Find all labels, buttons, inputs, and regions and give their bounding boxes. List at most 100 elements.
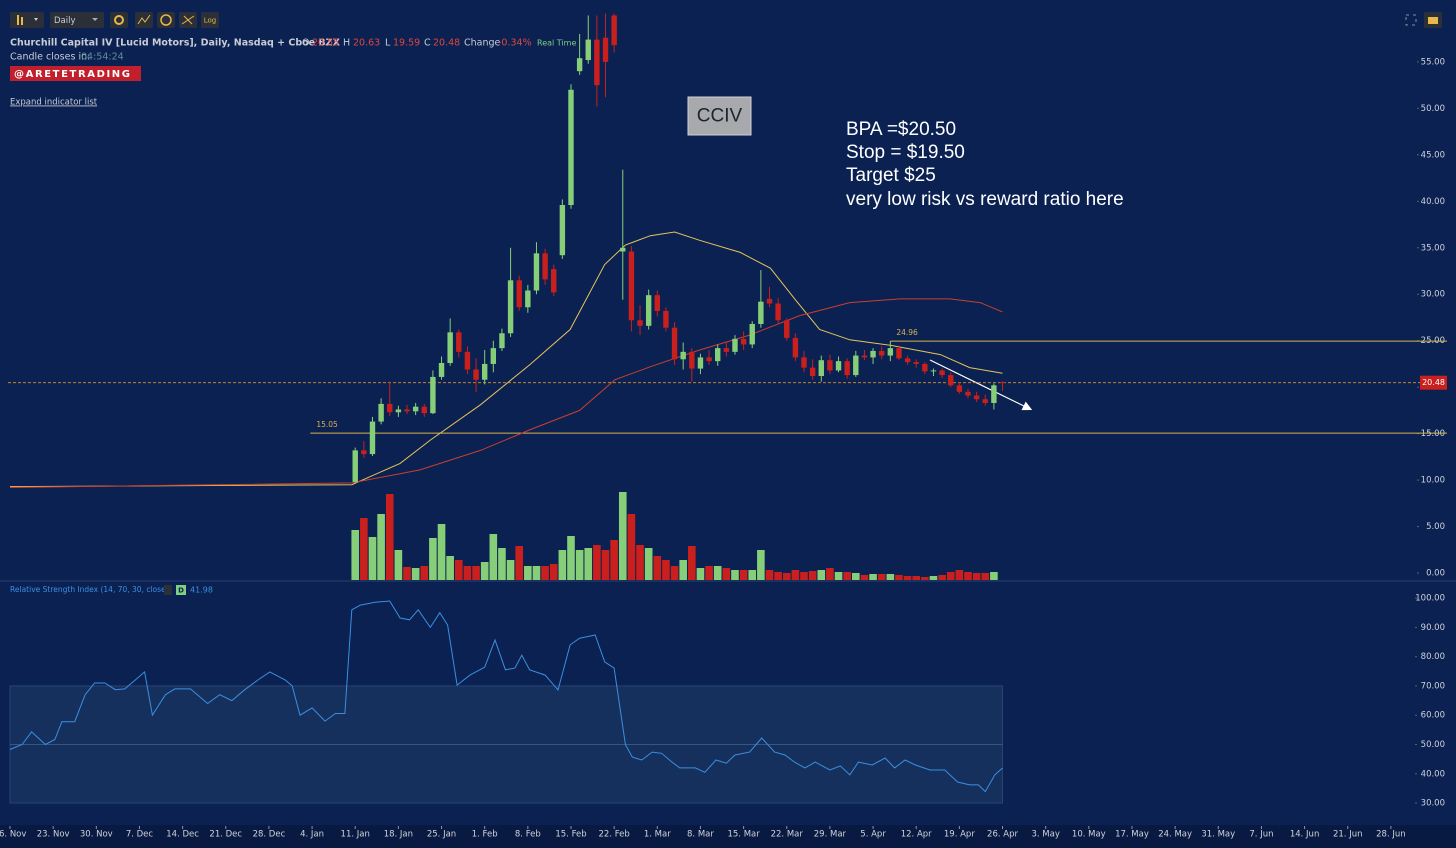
candle-body — [784, 320, 790, 338]
y-tick-label: 40.00 — [1421, 197, 1445, 207]
candle-body — [671, 327, 678, 360]
time-button[interactable] — [157, 12, 175, 28]
fullscreen-button[interactable] — [1405, 14, 1417, 26]
change-value: -0.34% — [498, 38, 532, 49]
candle-body — [499, 333, 505, 349]
volume-bar — [411, 568, 420, 580]
candle-body — [438, 363, 445, 377]
countdown-value: 04:54:24 — [81, 52, 124, 63]
chart-type-button[interactable] — [10, 12, 44, 28]
x-tick-label: 21. Jun — [1333, 830, 1363, 840]
volume-bar — [705, 566, 713, 580]
x-tick-label: 30. Nov — [80, 830, 113, 840]
volume-bar — [791, 570, 800, 580]
ticker-label: CCIV — [697, 106, 743, 127]
candle-body — [551, 269, 557, 293]
rsi-badge: D — [178, 587, 184, 595]
volume-bar — [808, 571, 817, 580]
volume-bar — [748, 570, 757, 580]
candle-body — [663, 310, 669, 328]
watermark: @ARETETRADING — [14, 69, 132, 80]
candle-body — [654, 295, 660, 311]
volume-bar — [360, 518, 368, 580]
x-tick-label: 28. Jun — [1376, 830, 1406, 840]
candle-body — [628, 251, 635, 321]
volume-bar — [636, 545, 644, 580]
volume-bar — [385, 494, 394, 580]
icon — [114, 15, 124, 25]
candle-body — [395, 409, 402, 413]
y-tick-label: 50.00 — [1421, 104, 1445, 114]
volume-bar — [368, 537, 377, 580]
interval-select[interactable] — [50, 12, 104, 28]
moving-average — [9, 231, 1003, 488]
change-label: Change — [464, 38, 501, 49]
volume-bar — [765, 570, 774, 580]
expand-link[interactable]: Expand indicator list — [10, 98, 98, 108]
candle-body — [853, 355, 859, 376]
candle-body — [775, 303, 781, 321]
icon — [92, 18, 98, 21]
low-label: L — [385, 38, 391, 49]
volume-bar — [938, 575, 946, 580]
candle-body — [749, 323, 755, 345]
volume-bar — [489, 534, 498, 580]
volume-bar — [696, 568, 705, 580]
volume-bar — [688, 546, 696, 580]
volume-bar — [480, 562, 489, 580]
candle-body — [559, 205, 566, 256]
volume-bar — [946, 572, 955, 580]
note-line: BPA =$20.50 — [846, 119, 956, 140]
volume-bar — [601, 550, 610, 580]
settings-button[interactable] — [110, 12, 128, 28]
candle-body — [827, 360, 833, 371]
x-tick-label: 15. Mar — [727, 830, 760, 840]
candle-body — [481, 363, 488, 380]
log-button[interactable] — [201, 12, 219, 28]
candle-body — [740, 338, 747, 345]
volume-bar — [713, 566, 722, 580]
note-line: Target $25 — [846, 165, 936, 186]
candle-body — [542, 253, 548, 280]
volume-bar — [558, 550, 567, 580]
rsi-title: Relative Strength Index (14, 70, 30, clo… — [10, 585, 169, 594]
volume-bar — [618, 492, 627, 580]
volume-bar — [627, 514, 636, 580]
volume-bar — [515, 546, 524, 580]
candle-body — [378, 403, 384, 422]
y-tick-label: 55.00 — [1421, 57, 1445, 67]
candle-body — [369, 421, 376, 455]
countdown-label: Candle closes in: — [10, 52, 90, 63]
candle-body — [801, 357, 807, 368]
volume-bar — [420, 566, 429, 580]
x-tick-label: 11. Jan — [341, 830, 370, 840]
candle-body — [620, 247, 626, 252]
candle-body — [456, 332, 462, 352]
level-label: 24.96 — [896, 328, 918, 337]
volume-bar — [869, 574, 877, 580]
x-tick-label: 24. May — [1158, 830, 1192, 840]
volume-bar — [679, 560, 687, 580]
candle-body — [473, 369, 479, 380]
ticker-box — [687, 96, 752, 136]
y-tick-label: 70.00 — [1421, 681, 1445, 691]
toolbar: Daily Log — [10, 12, 1442, 28]
candle-body — [732, 338, 738, 352]
y-tick-label: 15.00 — [1421, 429, 1445, 439]
level-label: 15.05 — [316, 420, 338, 429]
volume-bar — [653, 556, 662, 580]
volume-bar — [670, 566, 679, 580]
x-tick-label: 4. Jan — [300, 830, 324, 840]
volume-bar — [981, 573, 990, 580]
volume-bar — [403, 567, 411, 580]
x-tick-label: 8. Feb — [515, 830, 541, 840]
y-tick-label: 30.00 — [1421, 290, 1445, 300]
x-tick-label: 1. Feb — [472, 830, 498, 840]
candle-body — [818, 360, 824, 377]
x-tick-label: 3. May — [1031, 830, 1059, 840]
volume-bar — [895, 575, 903, 580]
volume-bar — [524, 566, 532, 580]
volume-bar — [541, 566, 549, 580]
volume-bar — [377, 514, 385, 580]
candle-body — [516, 280, 522, 308]
